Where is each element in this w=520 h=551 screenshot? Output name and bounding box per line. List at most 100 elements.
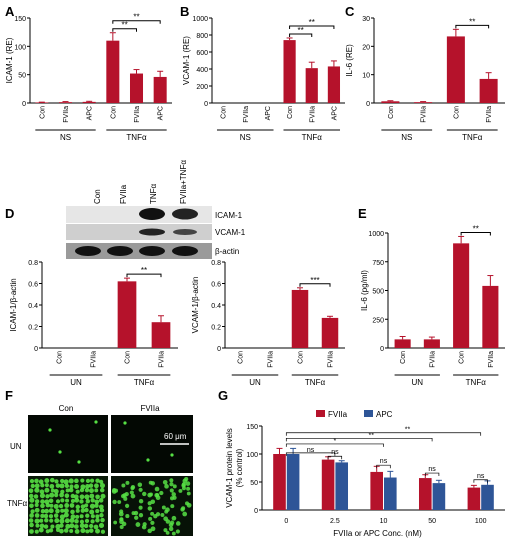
- cell: [79, 499, 84, 504]
- cell: [113, 520, 118, 525]
- cell: [65, 498, 70, 503]
- cell: [60, 508, 65, 513]
- cell: [34, 503, 39, 508]
- cell: [88, 483, 94, 488]
- category-label: Con: [459, 351, 466, 364]
- x-axis-label: FVIIa or APC Conc. (nM): [333, 529, 422, 538]
- cell: [169, 478, 174, 483]
- cell: [58, 503, 64, 509]
- chart-icam1-protein: 0 0.2 0.4 0.6 0.8 ICAM-1/β-actin Con FVIIa Con FV…: [9, 260, 178, 387]
- significance-bracket: [473, 479, 488, 483]
- significance-label: **: [473, 224, 479, 233]
- cell: [68, 487, 74, 493]
- cell: [89, 503, 96, 509]
- cell: [95, 509, 100, 514]
- significance-bracket: [289, 33, 313, 37]
- category-label: FVIIa: [268, 351, 275, 368]
- cell: [178, 488, 183, 493]
- blot-lane-label-tnfa: TNFα: [149, 183, 158, 204]
- significance-bracket: [424, 472, 440, 477]
- y-tick-label: 0: [254, 508, 258, 515]
- cell: [85, 513, 90, 518]
- cell: [65, 488, 70, 493]
- cell: [168, 526, 174, 532]
- cell: [28, 493, 34, 499]
- y-tick-label: 600: [196, 50, 208, 57]
- group-label: NS: [60, 133, 71, 142]
- cell: [45, 502, 51, 508]
- cell: [55, 483, 61, 488]
- cell: [34, 478, 39, 484]
- blot-lane-label-con: Con: [93, 189, 102, 204]
- cell: [95, 478, 100, 483]
- cell: [162, 479, 168, 485]
- cell: [34, 529, 39, 534]
- y-axis-label-2: (% control): [235, 448, 244, 487]
- blot-lane-label-fviia: FVIIa: [119, 184, 128, 204]
- cell: [70, 509, 75, 515]
- cell: [161, 505, 166, 510]
- bar: [414, 102, 433, 103]
- cell: [185, 481, 191, 486]
- cell: [83, 523, 89, 529]
- y-axis-label: ICAM-1/β-actin: [9, 278, 18, 332]
- cell: [84, 487, 90, 493]
- bar: [106, 40, 120, 103]
- cell: [35, 523, 40, 528]
- cell: [186, 491, 191, 496]
- cell: [74, 518, 79, 524]
- cell: [59, 492, 64, 498]
- blot-band-icam1-tnfa: [139, 208, 165, 220]
- y-axis-label: IL-6 (RE): [345, 44, 354, 77]
- cell: [60, 478, 65, 484]
- cell: [64, 493, 70, 499]
- panel-label-g: G: [218, 388, 228, 403]
- cell: [88, 528, 94, 533]
- cell: [69, 484, 74, 489]
- cell: [159, 490, 164, 496]
- y-tick-label: 200: [196, 84, 208, 91]
- cell: [44, 508, 50, 514]
- bar-fviia: [321, 459, 335, 510]
- cell: [34, 483, 40, 489]
- bar: [117, 281, 137, 348]
- cell: [74, 484, 80, 490]
- cell: [121, 483, 126, 488]
- legend-swatch: [364, 410, 373, 417]
- cell: [43, 513, 49, 519]
- cell: [147, 506, 153, 511]
- bar: [58, 102, 73, 103]
- cell: [40, 499, 45, 504]
- group-label: NS: [401, 133, 412, 142]
- cell: [40, 509, 46, 514]
- cell: [98, 498, 104, 503]
- cell: [44, 518, 49, 523]
- cell: [138, 498, 144, 504]
- category-label: Con: [125, 351, 132, 364]
- bar: [283, 40, 296, 103]
- cell: [55, 499, 61, 504]
- cell: [65, 523, 71, 529]
- category-label: FVIIa: [486, 106, 493, 123]
- cell: [28, 488, 34, 494]
- bar-fviia: [418, 478, 432, 510]
- cell: [63, 512, 69, 518]
- cell: [64, 483, 70, 489]
- cell: [49, 483, 55, 489]
- cell: [74, 478, 79, 484]
- cell: [34, 507, 40, 513]
- cell: [64, 518, 70, 524]
- cell: [142, 491, 147, 497]
- category-label: FVIIa: [243, 106, 250, 123]
- cell: [93, 524, 99, 530]
- cell: [163, 516, 169, 522]
- category-label: Con: [400, 351, 407, 364]
- cell: [119, 525, 124, 530]
- cell: [77, 460, 81, 464]
- cell: [79, 494, 85, 500]
- chart-vcam1-mrna: 0 200 400 600 800 1000 VCAM-1 (RE) Con FVIIa APC C…: [182, 16, 345, 142]
- cell: [98, 504, 104, 510]
- y-axis-label: ICAM-1 (RE): [5, 37, 14, 83]
- category-label: FVIIa: [429, 351, 436, 368]
